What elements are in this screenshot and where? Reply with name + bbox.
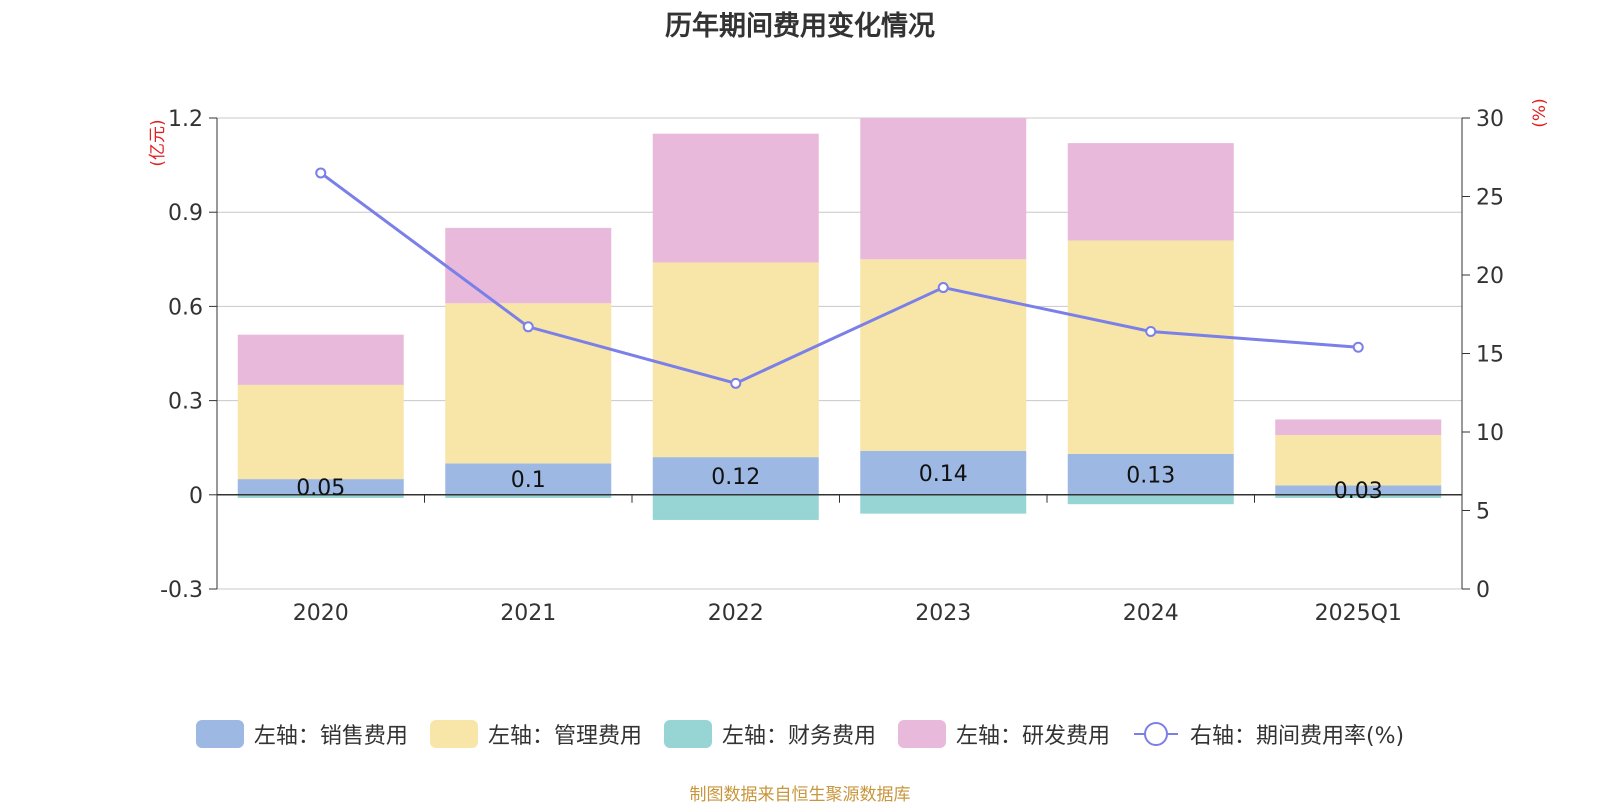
data-label: 0.1	[511, 468, 546, 493]
right-axis-tick-label: 15	[1476, 343, 1504, 368]
bar-segment	[1275, 419, 1442, 436]
bar-segment	[1067, 240, 1234, 454]
legend-item-sales[interactable]: 左轴：销售费用	[195, 718, 408, 750]
legend-item-rate[interactable]: 右轴：期间费用率(%)	[1132, 718, 1404, 750]
legend-swatch-admin	[429, 720, 478, 748]
data-label: 0.12	[711, 465, 760, 490]
bar-segment	[652, 262, 819, 458]
data-label: 0.05	[296, 476, 345, 501]
chart-canvas: 1.2 0.9 0.6 0.3 0 -0.3 30 25 20 15 10 5 0 (亿元) (%) 0.05…	[148, 98, 1550, 626]
rate-point	[1145, 326, 1157, 338]
x-axis-tick-label: 2020	[293, 601, 349, 626]
legend-swatch-finance	[663, 720, 712, 748]
rate-point	[937, 282, 949, 294]
bar-segment	[860, 118, 1027, 260]
right-axis-tick-label: 25	[1476, 186, 1504, 211]
legend-label-rate: 右轴：期间费用率(%)	[1189, 724, 1405, 749]
data-label: 0.14	[919, 462, 968, 487]
legend-item-rnd[interactable]: 左轴：研发费用	[897, 718, 1110, 750]
left-axis-tick-label: 1.2	[168, 107, 203, 132]
right-axis-tick-label: 30	[1476, 107, 1504, 132]
bar-segment	[237, 384, 404, 480]
data-label: 0.03	[1334, 479, 1383, 504]
bar-segment	[860, 450, 1027, 495]
right-axis-tick-label: 20	[1476, 264, 1504, 289]
legend-item-finance[interactable]: 左轴：财务费用	[663, 718, 876, 750]
x-axis-tick-label: 2025Q1	[1315, 601, 1402, 626]
legend-label-admin: 左轴：管理费用	[487, 724, 642, 749]
data-source-note: 制图数据来自恒生聚源数据库	[689, 785, 911, 805]
x-axis-tick-label: 2024	[1123, 601, 1179, 626]
rate-point	[1352, 341, 1364, 353]
x-axis-tick-label: 2023	[915, 601, 971, 626]
right-axis-tick-label: 10	[1476, 421, 1504, 446]
right-axis-tick-label: 0	[1476, 578, 1490, 603]
bar-segment	[445, 227, 612, 304]
left-axis-tick-label: -0.3	[160, 578, 203, 603]
bar-segment	[652, 133, 819, 263]
left-axis-tick-label: 0.3	[168, 390, 203, 415]
legend-swatch-sales	[195, 720, 244, 748]
legend-line-marker-icon	[1133, 722, 1178, 746]
bar-segment	[1067, 453, 1234, 495]
bar-segment	[1275, 494, 1442, 498]
bar-segment	[237, 334, 404, 385]
legend-swatch-rnd	[897, 720, 946, 748]
bar-segment	[1275, 435, 1442, 486]
bar-segment	[1067, 494, 1234, 505]
right-axis-tick-label: 5	[1476, 500, 1490, 525]
rate-line	[319, 171, 1359, 385]
right-axis-unit: (%)	[1530, 98, 1550, 127]
left-axis-unit: (亿元)	[148, 119, 168, 166]
bar-segment	[1067, 143, 1234, 241]
bar-segment	[237, 479, 404, 495]
bar-segment	[652, 457, 819, 495]
left-axis-tick-label: 0.9	[168, 201, 203, 226]
data-label: 0.13	[1126, 463, 1175, 488]
bar-segment	[652, 494, 819, 520]
rate-point	[730, 377, 742, 389]
bar-segment	[445, 463, 612, 495]
chart-legend: 左轴：销售费用 左轴：管理费用 左轴：财务费用 左轴：研发费用 右轴：期间费用率…	[0, 718, 1600, 750]
left-axis-tick-label: 0	[189, 484, 203, 509]
bar-segment	[237, 494, 404, 498]
rate-point	[522, 321, 534, 333]
legend-label-rnd: 左轴：研发费用	[955, 724, 1110, 749]
legend-label-sales: 左轴：销售费用	[253, 724, 408, 749]
x-axis-tick-label: 2022	[708, 601, 764, 626]
legend-item-admin[interactable]: 左轴：管理费用	[429, 718, 642, 750]
x-axis-tick-label: 2021	[500, 601, 556, 626]
bar-segment	[860, 494, 1027, 514]
chart-title: 历年期间费用变化情况	[665, 11, 935, 42]
legend-label-finance: 左轴：财务费用	[721, 724, 876, 749]
rate-point	[315, 167, 327, 179]
bar-segment	[1275, 485, 1442, 495]
left-axis-tick-label: 0.6	[168, 295, 203, 320]
bar-segment	[445, 494, 612, 498]
